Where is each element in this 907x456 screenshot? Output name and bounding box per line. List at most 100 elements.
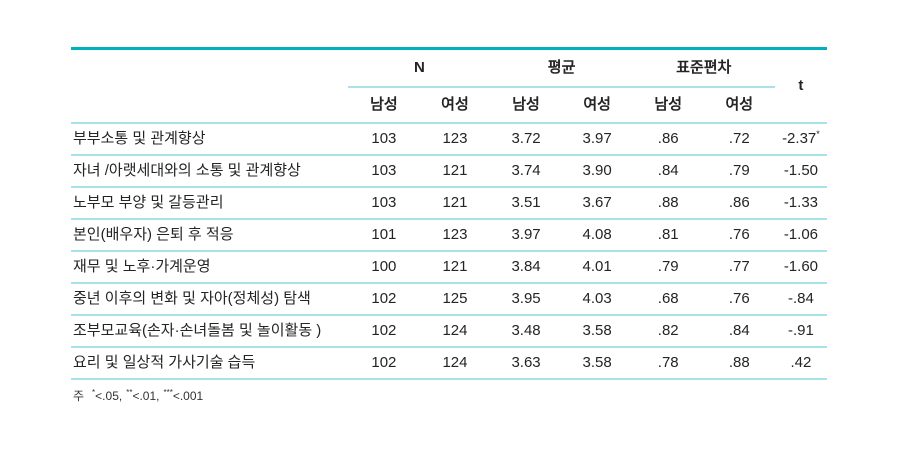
value-cell: .86: [703, 186, 775, 220]
value-cell: 3.48: [490, 314, 562, 348]
value-cell: 3.97: [490, 218, 562, 252]
col-header-t: t: [774, 48, 827, 124]
value-cell: 3.72: [490, 122, 562, 156]
t-value-cell: -1.50: [774, 154, 827, 188]
t-value-cell: -.84: [774, 282, 827, 316]
row-label: 부부소통 및 관계향상: [71, 122, 349, 156]
t-value: -1.33: [783, 193, 819, 211]
t-value-cell: -1.60: [774, 250, 827, 284]
t-value: -1.06: [783, 225, 819, 243]
value-cell: 3.84: [490, 250, 562, 284]
col-group-sd: 표준편차: [632, 48, 775, 88]
value-cell: 121: [419, 250, 491, 284]
value-cell: .79: [703, 154, 775, 188]
value-cell: .81: [632, 218, 704, 252]
note-item: ***<.001: [163, 388, 203, 403]
value-cell: 3.90: [561, 154, 633, 188]
value-cell: 4.08: [561, 218, 633, 252]
note-label: 주: [73, 388, 85, 403]
table-row: 자녀 /아랫세대와의 소통 및 관계향상 103 121 3.74 3.90.84.79…: [71, 154, 827, 188]
value-cell: 3.58: [561, 346, 633, 380]
note-stars: *: [92, 387, 96, 397]
value-cell: 3.67: [561, 186, 633, 220]
sub-header-sd-male: 남성: [632, 86, 704, 124]
value-cell: 121: [419, 186, 491, 220]
significance-stars: *: [816, 128, 820, 139]
value-cell: .76: [703, 218, 775, 252]
value-cell: .82: [632, 314, 704, 348]
sub-header-n-female: 여성: [419, 86, 491, 124]
value-cell: 3.51: [490, 186, 562, 220]
table-row: 중년 이후의 변화 및 자아(정체성) 탐색 102 125 3.95 4.03.68.…: [71, 282, 827, 316]
note-item: **<.01,: [126, 387, 160, 403]
row-label: 조부모교육(손자·손녀돌봄 및 놀이활동 ): [71, 314, 349, 348]
value-cell: .78: [632, 346, 704, 380]
value-cell: .72: [703, 122, 775, 156]
stats-table-container: N 평균 표준편차 t 남성 여성 남성 여성 남성 여성 부부소통 및 관계향…: [71, 47, 827, 404]
value-cell: 3.97: [561, 122, 633, 156]
row-label: 요리 및 일상적 가사기술 습득: [71, 346, 349, 380]
value-cell: 3.58: [561, 314, 633, 348]
value-cell: 123: [419, 122, 491, 156]
value-cell: 124: [419, 346, 491, 380]
value-cell: 3.63: [490, 346, 562, 380]
t-value-cell: -1.06: [774, 218, 827, 252]
note-threshold: <.05,: [95, 388, 123, 403]
value-cell: 125: [419, 282, 491, 316]
table-row: 조부모교육(손자·손녀돌봄 및 놀이활동 ) 102 124 3.48 3.58.82.…: [71, 314, 827, 348]
row-label: 본인(배우자) 은퇴 후 적응: [71, 218, 349, 252]
value-cell: 102: [348, 282, 420, 316]
row-label: 자녀 /아랫세대와의 소통 및 관계향상: [71, 154, 349, 188]
note-items: *<.05, **<.01, ***<.001: [92, 387, 207, 403]
value-cell: 103: [348, 186, 420, 220]
value-cell: 121: [419, 154, 491, 188]
t-value: -.84: [787, 289, 814, 307]
t-value: -.91: [787, 321, 814, 339]
row-label: 재무 및 노후·가계운영: [71, 250, 349, 284]
value-cell: 123: [419, 218, 491, 252]
sub-header-mean-female: 여성: [561, 86, 633, 124]
sub-header-row: 남성 여성 남성 여성 남성 여성: [71, 86, 827, 124]
note-stars: **: [126, 387, 133, 397]
t-value-cell: -.91: [774, 314, 827, 348]
t-value-cell: -2.37*: [774, 122, 827, 156]
value-cell: 4.01: [561, 250, 633, 284]
t-value-cell: -1.33: [774, 186, 827, 220]
value-cell: 124: [419, 314, 491, 348]
table-row: 본인(배우자) 은퇴 후 적응 101 123 3.97 4.08.81.76 -1.06: [71, 218, 827, 252]
value-cell: .77: [703, 250, 775, 284]
t-value: -1.60: [783, 257, 819, 275]
t-value-cell: .42: [774, 346, 827, 380]
value-cell: 3.74: [490, 154, 562, 188]
significance-note: 주 *<.05, **<.01, ***<.001: [71, 387, 827, 404]
value-cell: 102: [348, 314, 420, 348]
value-cell: .76: [703, 282, 775, 316]
table-body: 부부소통 및 관계향상 103 123 3.72 3.97.86.72 -2.37* 자녀 …: [71, 122, 827, 380]
table-row: 재무 및 노후·가계운영 100 121 3.84 4.01.79.77 -1.60: [71, 250, 827, 284]
value-cell: .86: [632, 122, 704, 156]
col-group-mean: 평균: [490, 48, 633, 88]
t-value: -1.50: [783, 161, 819, 179]
group-header-row: N 평균 표준편차 t: [71, 48, 827, 124]
value-cell: .68: [632, 282, 704, 316]
value-cell: .88: [703, 346, 775, 380]
sub-header-sd-female: 여성: [703, 86, 775, 124]
corner-cell: [71, 48, 349, 124]
t-value: -2.37: [782, 129, 817, 147]
t-value: .42: [790, 353, 812, 371]
col-group-n: N: [348, 48, 491, 88]
value-cell: .79: [632, 250, 704, 284]
value-cell: .88: [632, 186, 704, 220]
value-cell: 4.03: [561, 282, 633, 316]
sub-header-mean-male: 남성: [490, 86, 562, 124]
table-row: 노부모 부양 및 갈등관리 103 121 3.51 3.67.88.86 -1.33: [71, 186, 827, 220]
value-cell: 102: [348, 346, 420, 380]
t-test-table: N 평균 표준편차 t 남성 여성 남성 여성 남성 여성 부부소통 및 관계향…: [71, 47, 827, 380]
note-threshold: <.01,: [132, 388, 160, 403]
value-cell: .84: [703, 314, 775, 348]
row-label: 노부모 부양 및 갈등관리: [71, 186, 349, 220]
table-row: 부부소통 및 관계향상 103 123 3.72 3.97.86.72 -2.37*: [71, 122, 827, 156]
value-cell: 103: [348, 154, 420, 188]
value-cell: 101: [348, 218, 420, 252]
row-label: 중년 이후의 변화 및 자아(정체성) 탐색: [71, 282, 349, 316]
